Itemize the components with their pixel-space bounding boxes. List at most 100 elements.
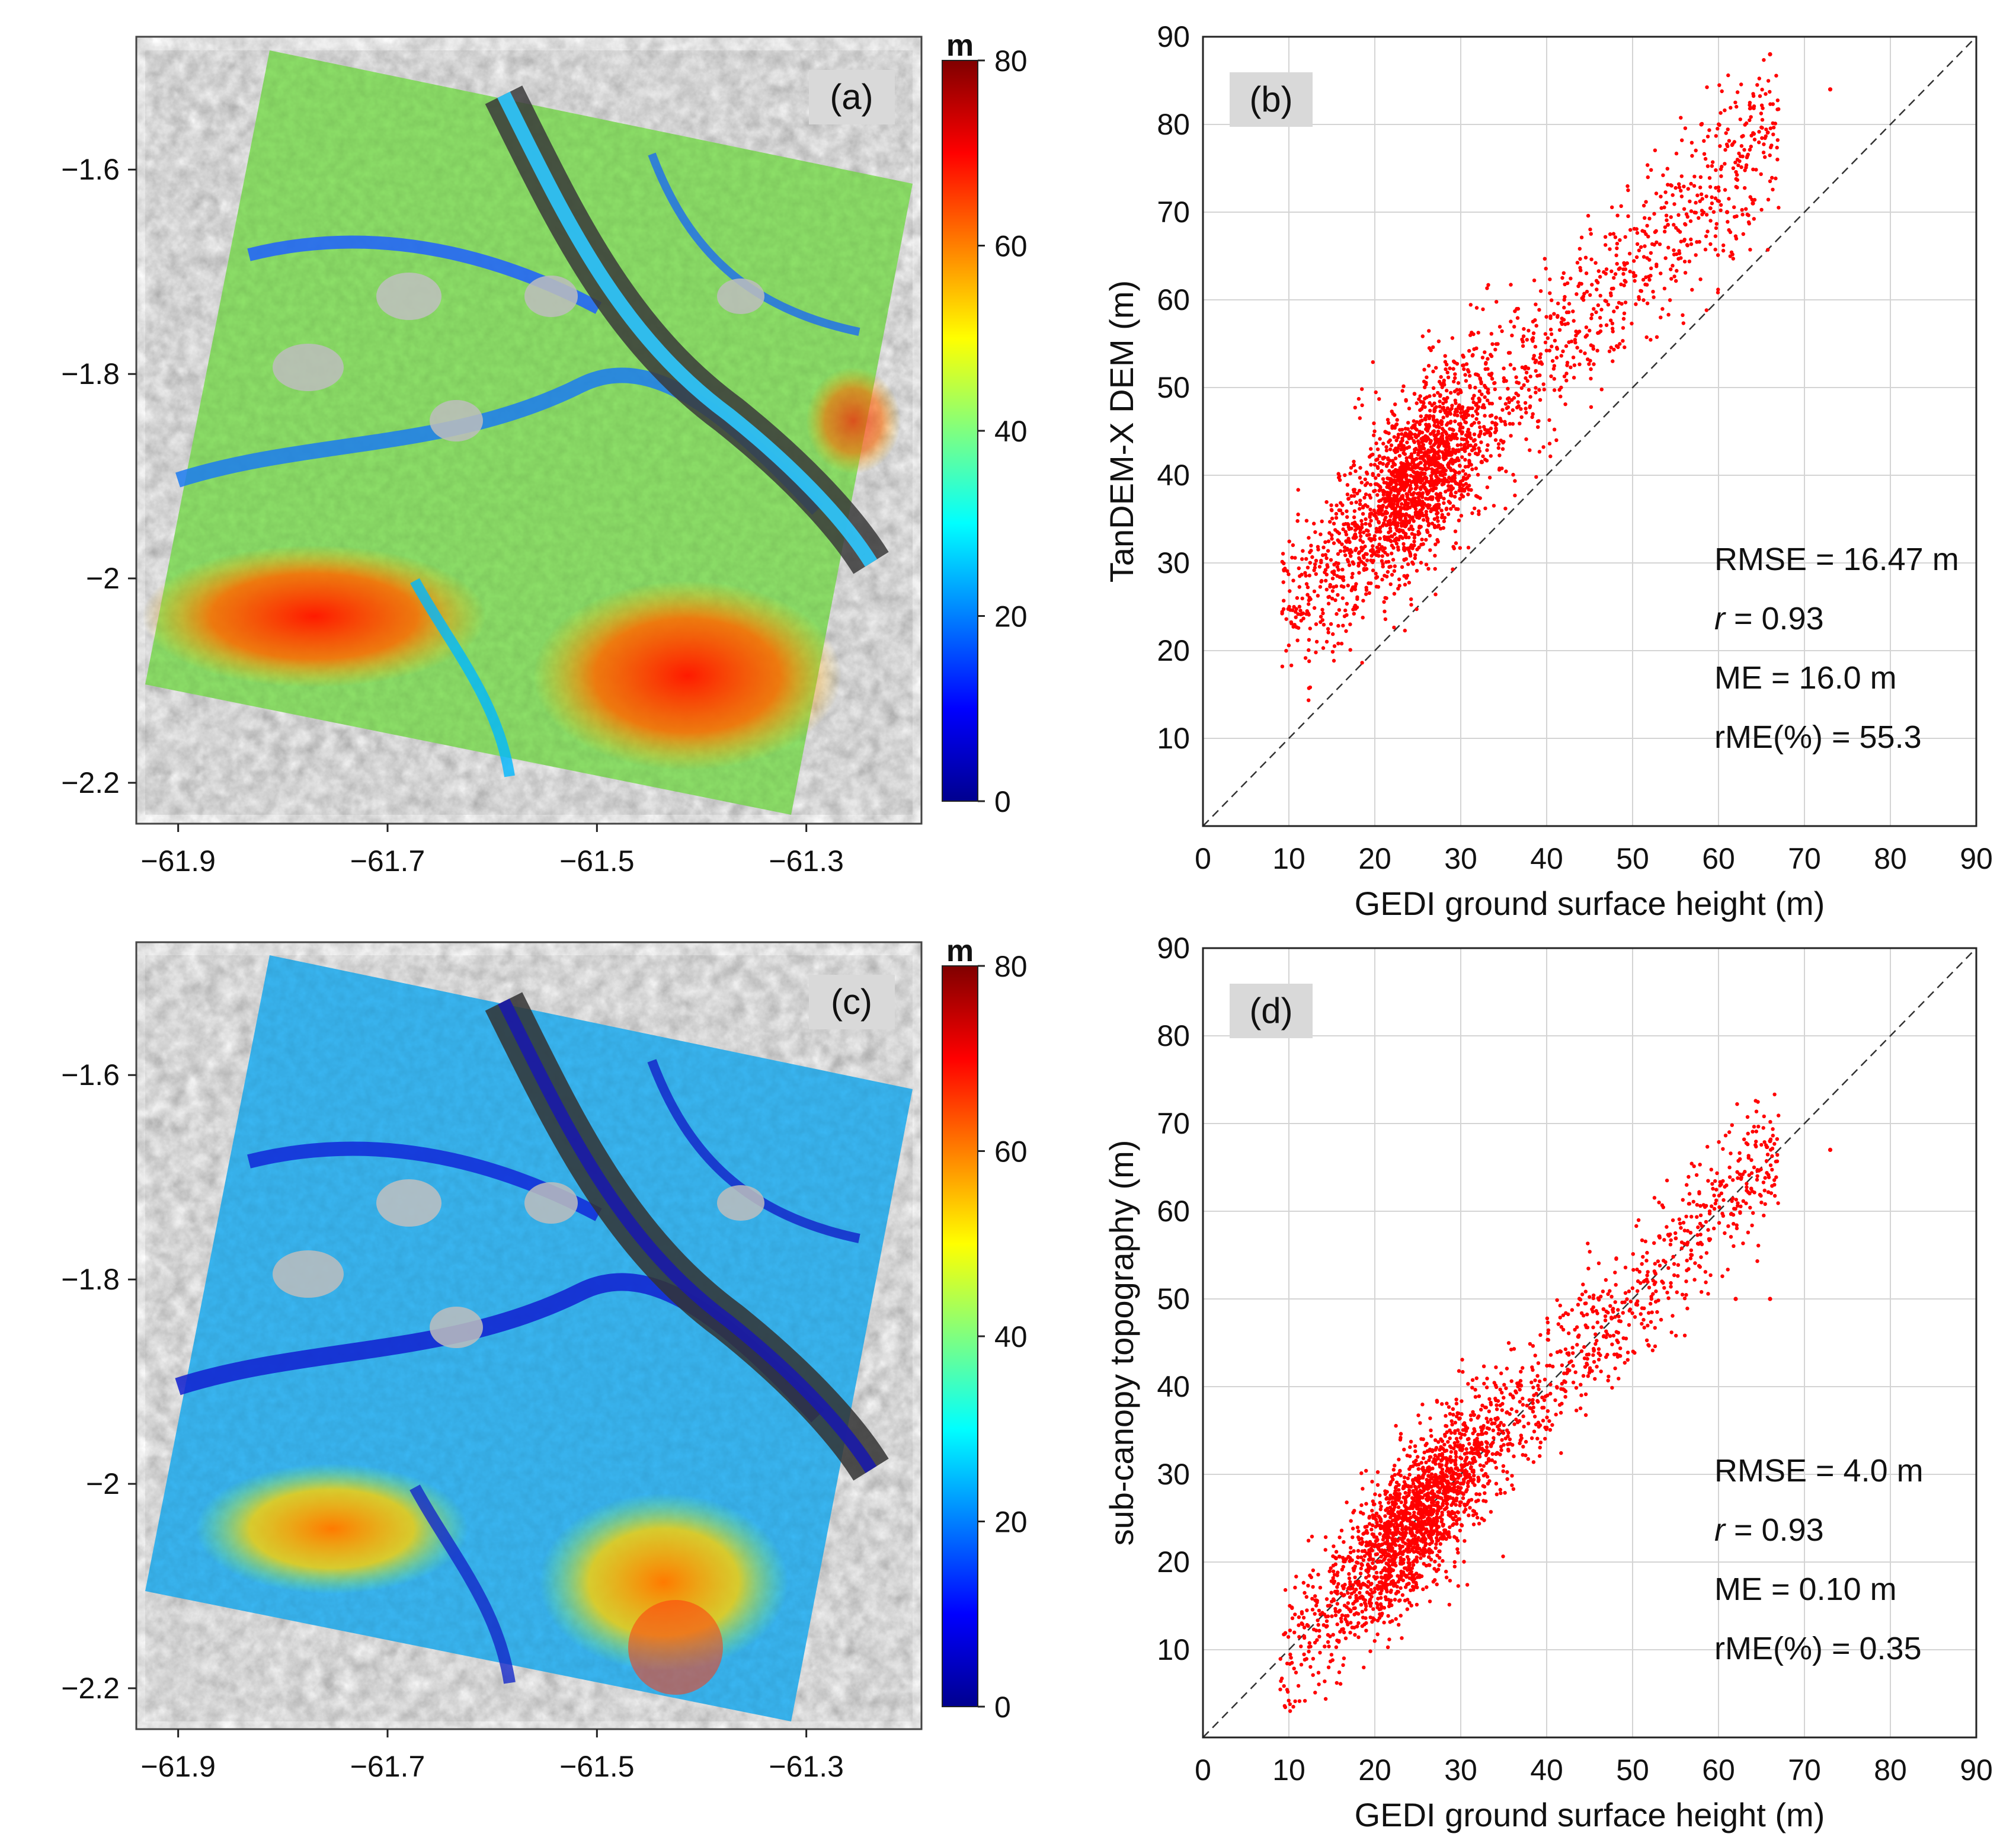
scatter-point: [1424, 562, 1429, 567]
y-tick-label: −1.8: [61, 357, 120, 391]
scatter-point: [1359, 1555, 1364, 1560]
scatter-point: [1689, 237, 1693, 242]
scatter-point: [1710, 201, 1714, 206]
scatter-point: [1610, 1342, 1614, 1346]
scatter-point: [1451, 1413, 1455, 1417]
scatter-point: [1588, 293, 1592, 297]
scatter-point: [1287, 604, 1291, 609]
scatter-point: [1384, 1569, 1388, 1573]
scatter-point: [1311, 1673, 1315, 1677]
scatter-point: [1297, 1635, 1301, 1639]
scatter-point: [1364, 1540, 1369, 1544]
scatter-point: [1559, 1410, 1563, 1415]
scatter-point: [1397, 491, 1401, 495]
scatter-point: [1704, 234, 1708, 238]
scatter-point: [1752, 137, 1757, 142]
scatter-point: [1702, 152, 1707, 156]
scatter-point: [1755, 83, 1759, 87]
scatter-point: [1412, 497, 1417, 501]
scatter-point: [1379, 1575, 1384, 1579]
scatter-point: [1466, 413, 1471, 417]
scatter-point: [1749, 145, 1753, 149]
scatter-point: [1676, 1274, 1680, 1278]
scatter-point: [1521, 1403, 1525, 1407]
scatter-point: [1392, 591, 1397, 596]
scatter-point: [1473, 443, 1478, 447]
scatter-point: [1394, 1555, 1398, 1559]
scatter-point: [1407, 1488, 1412, 1493]
scatter-point: [1378, 485, 1383, 489]
scatter-point: [1617, 300, 1621, 305]
scatter-point: [1471, 1480, 1475, 1485]
scatter-point: [1388, 522, 1393, 527]
scatter-point: [1503, 507, 1508, 511]
scatter-point: [1595, 1339, 1599, 1343]
scatter-point: [1515, 316, 1520, 320]
scatter-point: [1728, 230, 1733, 234]
scatter-point: [1623, 1265, 1628, 1270]
plot-frame: [1202, 36, 1977, 827]
scatter-point: [1474, 1376, 1479, 1380]
scatter-point: [1760, 136, 1764, 140]
scatter-point: [1688, 1231, 1693, 1235]
scatter-point: [1746, 1142, 1750, 1147]
scatter-point: [1682, 1333, 1687, 1337]
scatter-point: [1697, 239, 1701, 244]
scatter-point: [1745, 1182, 1749, 1186]
scatter-point: [1616, 345, 1620, 350]
scatter-point: [1476, 1432, 1480, 1437]
scatter-point: [1340, 576, 1345, 581]
scatter-point: [1463, 373, 1467, 377]
scatter-point: [1305, 1622, 1309, 1627]
scatter-point: [1346, 559, 1351, 564]
scatter-point: [1383, 617, 1388, 622]
scatter-point: [1694, 148, 1698, 153]
x-tick-label: 40: [1530, 1753, 1563, 1787]
scatter-point: [1637, 1270, 1641, 1274]
scatter-point: [1588, 1295, 1592, 1299]
scatter-point: [1713, 1179, 1717, 1183]
scatter-point: [1572, 376, 1576, 380]
scatter-point: [1579, 1382, 1583, 1387]
scatter-point: [1558, 1316, 1562, 1320]
scatter-point: [1756, 1124, 1761, 1129]
scatter-point: [1447, 1496, 1451, 1500]
scatter-point: [1316, 594, 1320, 598]
scatter-point: [1456, 1551, 1460, 1555]
scatter-point: [1766, 197, 1771, 201]
scatter-point: [1439, 494, 1443, 499]
scatter-point: [1623, 1291, 1628, 1295]
scatter-point: [1400, 432, 1404, 436]
scatter-point: [1738, 1210, 1742, 1214]
scatter-point: [1483, 350, 1487, 354]
scatter-point: [1708, 206, 1713, 210]
scatter-point: [1693, 1261, 1697, 1265]
scatter-point: [1554, 1412, 1558, 1417]
scatter-point: [1429, 1428, 1433, 1432]
scatter-point: [1391, 1468, 1396, 1472]
scatter-point: [1306, 1538, 1311, 1542]
scatter-point: [1608, 1289, 1612, 1293]
scatter-point: [1732, 1206, 1736, 1211]
scatter-point: [1592, 1360, 1596, 1364]
scatter-point: [1766, 79, 1771, 83]
scatter-point: [1496, 442, 1501, 446]
scatter-point: [1737, 159, 1742, 164]
scatter-point: [1700, 197, 1704, 201]
scatter-point: [1562, 1371, 1566, 1375]
scatter-point: [1676, 1263, 1681, 1267]
scatter-point: [1427, 450, 1431, 455]
scatter-point: [1353, 603, 1358, 608]
scatter-point: [1386, 462, 1390, 466]
scatter-point: [1450, 1422, 1454, 1427]
scatter-point: [1296, 626, 1301, 630]
scatter-point: [1396, 433, 1401, 437]
scatter-point: [1740, 1172, 1745, 1176]
scatter-point: [1649, 266, 1653, 270]
scatter-point: [1527, 388, 1531, 392]
scatter-point: [1706, 1228, 1710, 1232]
scatter-point: [1372, 421, 1376, 425]
scatter-point: [1468, 384, 1472, 388]
scatter-point: [1472, 347, 1476, 351]
scatter-point: [1501, 1469, 1505, 1473]
